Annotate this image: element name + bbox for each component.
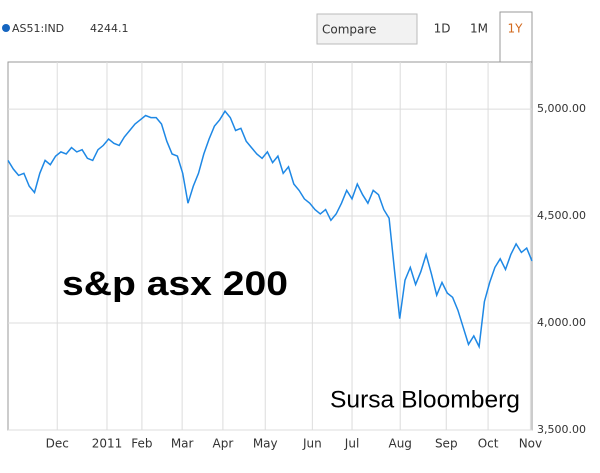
ticker: AS51:IND (12, 22, 64, 35)
range-button[interactable]: 1M (470, 22, 488, 36)
y-tick-label: 3,500.00 (537, 423, 586, 436)
x-tick-label: 2011 (92, 437, 123, 451)
x-tick-label: Jun (302, 437, 322, 451)
range-button[interactable]: 1D (434, 22, 451, 36)
y-tick-label: 5,000.00 (537, 102, 586, 115)
price-line (7, 109, 533, 350)
annotation-source: Sursa Bloomberg (330, 386, 520, 413)
x-tick-label: Sep (435, 437, 458, 451)
compare-label[interactable]: Compare (322, 23, 376, 37)
x-tick-label: Aug (388, 437, 411, 451)
x-tick-label: Oct (478, 437, 499, 451)
last-price: 4244.1 (90, 22, 129, 35)
range-button[interactable]: 1Y (508, 22, 524, 36)
annotation-title: s&p asx 200 (62, 265, 288, 303)
x-tick-label: Nov (519, 437, 542, 451)
y-tick-label: 4,000.00 (537, 316, 586, 329)
series-dot (2, 24, 10, 32)
x-tick-label: Mar (171, 437, 194, 451)
x-tick-label: Jul (344, 437, 359, 451)
compare-button[interactable] (316, 13, 418, 45)
x-tick-label: Dec (46, 437, 69, 451)
y-tick-label: 4,500.00 (537, 209, 586, 222)
x-tick-label: May (253, 437, 278, 451)
x-tick-label: Feb (131, 437, 152, 451)
x-tick-label: Apr (213, 437, 234, 451)
